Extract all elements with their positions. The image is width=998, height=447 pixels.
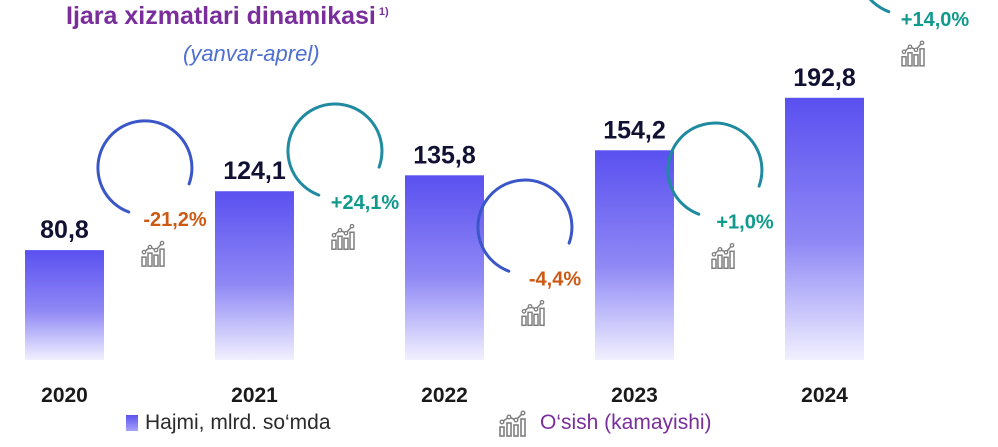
legend-volume: Hajmi, mlrd. so‘mda [126, 408, 331, 438]
growth-chart-icon [521, 299, 545, 327]
bar-2020 [25, 250, 104, 360]
growth-chart-icon [711, 242, 735, 270]
growth-arc-2021 [286, 102, 384, 197]
growth-label-2023: +1,0% [716, 211, 773, 233]
x-tick-2023: 2023 [611, 384, 658, 407]
growth-chart-icon [499, 410, 526, 437]
legend-volume-label: Hajmi, mlrd. so‘mda [145, 411, 331, 434]
growth-arc-2020 [96, 119, 194, 214]
growth-label-2021: +24,1% [331, 192, 400, 214]
bar-2024 [785, 97, 864, 361]
chart-subtitle: (yanvar-aprel) [183, 41, 320, 66]
growth-badge-2022: -4,4% [476, 178, 581, 327]
value-label-2021: 124,1 [223, 157, 286, 185]
value-label-2020: 80,8 [40, 216, 89, 244]
value-label-2023: 154,2 [603, 116, 666, 144]
growth-chart-icon [141, 240, 165, 267]
growth-badge-2024: +14,0% [868, 0, 970, 67]
x-tick-2024: 2024 [801, 384, 848, 407]
growth-chart-icon [331, 223, 355, 250]
bar-2022 [405, 175, 484, 360]
value-label-2024: 192,8 [793, 64, 856, 92]
legend-volume-swatch [126, 415, 138, 431]
growth-badge-2021: +24,1% [286, 102, 400, 250]
x-tick-2021: 2021 [231, 384, 278, 407]
chart-title: Ijara xizmatlari dinamikasi 1) [66, 2, 389, 30]
legend-growth: O‘sish (kamayishi) [496, 408, 712, 438]
growth-chart-icon [901, 40, 925, 67]
growth-label-2024: +14,0% [901, 9, 970, 31]
x-tick-2020: 2020 [41, 384, 88, 407]
title-footnote: 1) [378, 5, 389, 18]
growth-label-2020: -21,2% [143, 209, 207, 231]
growth-arc-2023 [666, 121, 764, 216]
bar-2021 [215, 191, 294, 360]
growth-badge-2023: +1,0% [666, 121, 774, 270]
growth-arc-2022 [476, 178, 574, 273]
x-tick-2022: 2022 [421, 384, 468, 407]
value-label-2022: 135,8 [413, 141, 476, 169]
bar-2023 [595, 150, 674, 360]
growth-label-2022: -4,4% [529, 268, 581, 290]
legend-growth-label: O‘sish (kamayishi) [540, 411, 712, 434]
growth-badge-2020: -21,2% [96, 119, 207, 267]
